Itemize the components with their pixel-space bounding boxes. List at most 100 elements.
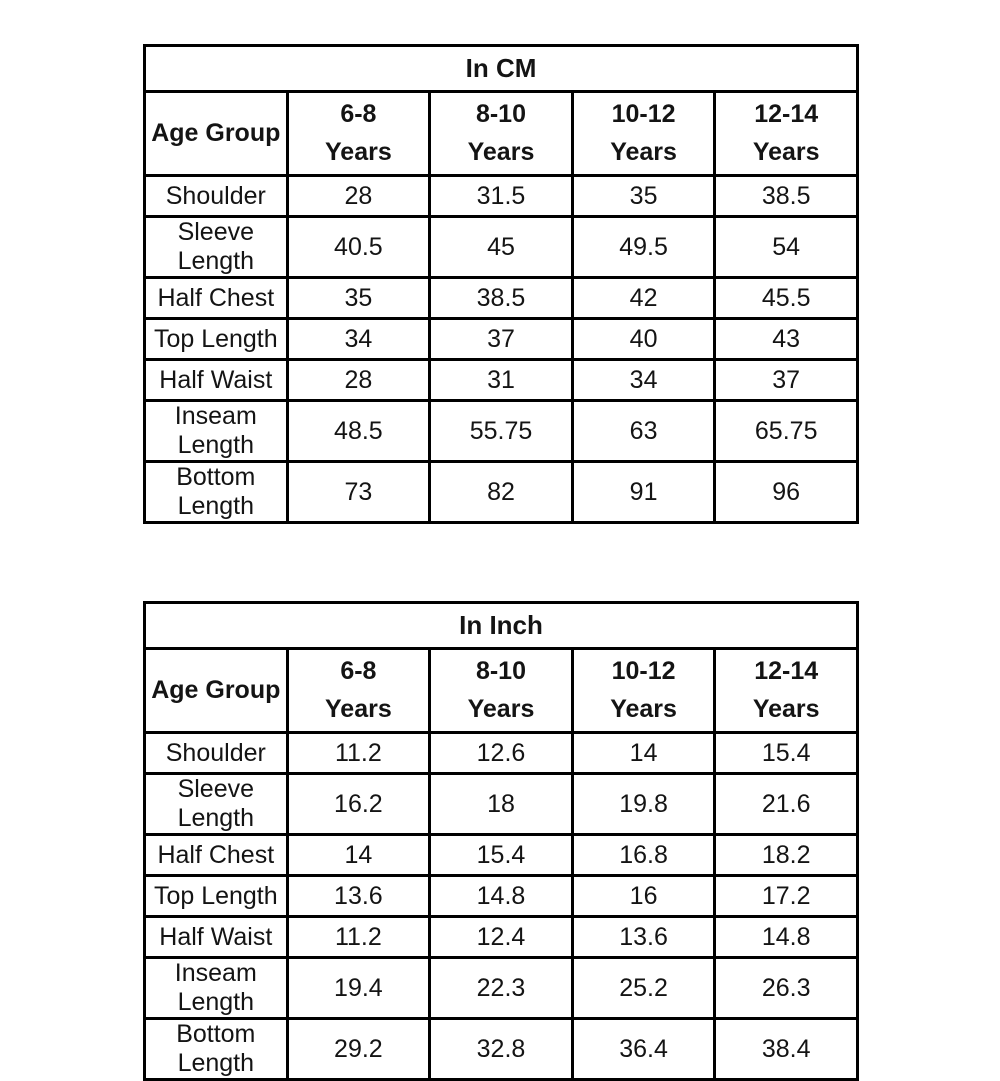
row-label: Half Chest: [143, 833, 289, 877]
table-row: Sleeve Length 16.2 18 19.8 21.6: [143, 772, 859, 836]
column-header: 10-12 Years: [570, 90, 717, 177]
size-table-cm: In CM Age Group 6-8 Years 8-10 Years 10-12 Y…: [143, 44, 859, 524]
row-label: Half Waist: [143, 915, 289, 959]
value-cell: 73: [285, 460, 432, 524]
value-cell: 40: [570, 317, 717, 361]
value-cell: 18.2: [713, 833, 859, 877]
value-cell: 16.2: [285, 772, 432, 836]
table-row: Sleeve Length 40.5 45 49.5 54: [143, 215, 859, 279]
value-cell: 42: [570, 276, 717, 320]
table-row: Bottom Length 73 82 91 96: [143, 460, 859, 524]
value-cell: 54: [713, 215, 859, 279]
value-cell: 45.5: [713, 276, 859, 320]
value-cell: 14.8: [428, 874, 574, 918]
row-label: Bottom Length: [143, 460, 289, 524]
row-label: Inseam Length: [143, 956, 289, 1020]
table-row: Top Length 13.6 14.8 16 17.2: [143, 874, 859, 918]
value-cell: 35: [285, 276, 432, 320]
size-chart-page: In CM Age Group 6-8 Years 8-10 Years 10-12 Y…: [143, 44, 859, 1081]
table-header-row: Age Group 6-8 Years 8-10 Years 10-12 Years 1…: [143, 647, 859, 734]
table-row: Inseam Length 19.4 22.3 25.2 26.3: [143, 956, 859, 1020]
value-cell: 37: [713, 358, 859, 402]
value-cell: 49.5: [570, 215, 717, 279]
table-header-row: Age Group 6-8 Years 8-10 Years 10-12 Years 1…: [143, 90, 859, 177]
table-row: Half Chest 14 15.4 16.8 18.2: [143, 833, 859, 877]
row-label: Top Length: [143, 317, 289, 361]
value-cell: 12.6: [428, 731, 574, 775]
value-cell: 26.3: [713, 956, 859, 1020]
value-cell: 18: [428, 772, 574, 836]
value-cell: 96: [713, 460, 859, 524]
row-label: Shoulder: [143, 174, 289, 218]
value-cell: 17.2: [713, 874, 859, 918]
value-cell: 11.2: [285, 731, 432, 775]
value-cell: 19.8: [570, 772, 717, 836]
value-cell: 32.8: [428, 1017, 574, 1081]
value-cell: 11.2: [285, 915, 432, 959]
table-title: In Inch: [143, 601, 859, 650]
column-header: 8-10 Years: [428, 90, 574, 177]
value-cell: 40.5: [285, 215, 432, 279]
table-row: Half Chest 35 38.5 42 45.5: [143, 276, 859, 320]
row-label: Half Chest: [143, 276, 289, 320]
table-title-row: In Inch: [143, 601, 859, 650]
value-cell: 15.4: [428, 833, 574, 877]
value-cell: 14: [570, 731, 717, 775]
row-label: Bottom Length: [143, 1017, 289, 1081]
table-row: Top Length 34 37 40 43: [143, 317, 859, 361]
column-header: 12-14 Years: [713, 647, 859, 734]
value-cell: 19.4: [285, 956, 432, 1020]
value-cell: 21.6: [713, 772, 859, 836]
row-label: Half Waist: [143, 358, 289, 402]
value-cell: 36.4: [570, 1017, 717, 1081]
value-cell: 31.5: [428, 174, 574, 218]
row-label: Sleeve Length: [143, 772, 289, 836]
table-row: Shoulder 11.2 12.6 14 15.4: [143, 731, 859, 775]
table-row: Half Waist 11.2 12.4 13.6 14.8: [143, 915, 859, 959]
value-cell: 13.6: [285, 874, 432, 918]
value-cell: 38.5: [713, 174, 859, 218]
table-title-row: In CM: [143, 44, 859, 93]
table-row: Bottom Length 29.2 32.8 36.4 38.4: [143, 1017, 859, 1081]
column-header: 6-8 Years: [285, 647, 432, 734]
value-cell: 34: [285, 317, 432, 361]
row-label: Top Length: [143, 874, 289, 918]
value-cell: 29.2: [285, 1017, 432, 1081]
value-cell: 91: [570, 460, 717, 524]
value-cell: 15.4: [713, 731, 859, 775]
value-cell: 25.2: [570, 956, 717, 1020]
value-cell: 28: [285, 174, 432, 218]
value-cell: 12.4: [428, 915, 574, 959]
column-header: 10-12 Years: [570, 647, 717, 734]
table-row: Inseam Length 48.5 55.75 63 65.75: [143, 399, 859, 463]
column-header: 8-10 Years: [428, 647, 574, 734]
column-header: 6-8 Years: [285, 90, 432, 177]
value-cell: 34: [570, 358, 717, 402]
value-cell: 63: [570, 399, 717, 463]
value-cell: 43: [713, 317, 859, 361]
column-header: 12-14 Years: [713, 90, 859, 177]
value-cell: 31: [428, 358, 574, 402]
value-cell: 14.8: [713, 915, 859, 959]
value-cell: 65.75: [713, 399, 859, 463]
value-cell: 82: [428, 460, 574, 524]
row-label: Shoulder: [143, 731, 289, 775]
value-cell: 45: [428, 215, 574, 279]
value-cell: 48.5: [285, 399, 432, 463]
table-row: Half Waist 28 31 34 37: [143, 358, 859, 402]
age-group-header: Age Group: [143, 647, 289, 734]
value-cell: 28: [285, 358, 432, 402]
value-cell: 13.6: [570, 915, 717, 959]
value-cell: 16: [570, 874, 717, 918]
value-cell: 22.3: [428, 956, 574, 1020]
value-cell: 38.5: [428, 276, 574, 320]
table-row: Shoulder 28 31.5 35 38.5: [143, 174, 859, 218]
table-title: In CM: [143, 44, 859, 93]
value-cell: 35: [570, 174, 717, 218]
value-cell: 37: [428, 317, 574, 361]
age-group-header: Age Group: [143, 90, 289, 177]
value-cell: 38.4: [713, 1017, 859, 1081]
value-cell: 55.75: [428, 399, 574, 463]
row-label: Inseam Length: [143, 399, 289, 463]
value-cell: 16.8: [570, 833, 717, 877]
